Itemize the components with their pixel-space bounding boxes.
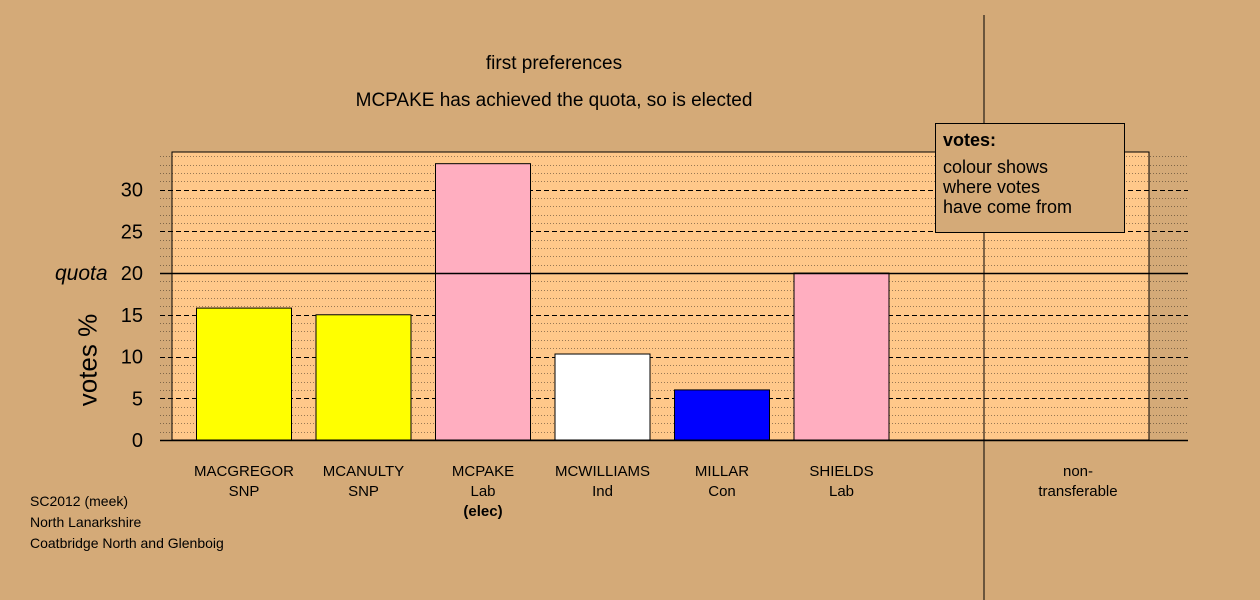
legend-title: votes: — [943, 130, 997, 150]
elected-note-label: (elec) — [463, 503, 502, 520]
candidate-name-label: MACGREGOR — [194, 463, 294, 480]
footer: SC2012 (meek) North Lanarkshire Coatbrid… — [30, 491, 224, 554]
y-tick-label: 10 — [121, 347, 143, 369]
y-axis-label: votes % — [72, 313, 103, 407]
bar-mcanulty — [315, 314, 412, 441]
y-tick-label: 15 — [121, 305, 143, 327]
legend-text: colour shows where votes have come from — [943, 157, 1073, 217]
nontransferable-label: non- — [1063, 463, 1093, 480]
candidate-party-label: Lab — [829, 483, 854, 500]
bar-macgregor — [196, 307, 292, 441]
candidate-name-label: MCPAKE — [452, 463, 514, 480]
y-tick-label: 25 — [121, 221, 143, 243]
candidate-party-label: Ind — [592, 483, 613, 500]
bar-mcwilliams — [554, 353, 651, 441]
y-tick-label: 30 — [121, 180, 143, 202]
quota-label: quota — [55, 262, 108, 285]
candidate-party-label: SNP — [348, 483, 379, 500]
y-tick-label: 5 — [132, 388, 143, 410]
chart-subtitle: MCPAKE has achieved the quota, so is ele… — [355, 90, 753, 111]
candidate-party-label: SNP — [229, 483, 260, 500]
footer-line: North Lanarkshire — [30, 514, 142, 530]
legend: votes: colour shows where votes have com… — [935, 123, 1125, 233]
candidate-name-label: MCWILLIAMS — [555, 463, 650, 480]
candidate-party-label: Con — [708, 483, 736, 500]
bar-shields — [793, 272, 890, 441]
bar-millar — [674, 389, 770, 441]
y-tick-label: 0 — [132, 430, 143, 452]
bar-mcpake — [435, 163, 531, 441]
candidate-party-label: Lab — [470, 483, 495, 500]
footer-line: Coatbridge North and Glenboig — [30, 535, 224, 551]
candidate-name-label: MCANULTY — [323, 463, 404, 480]
nontransferable-label: transferable — [1038, 483, 1117, 500]
chart-title: first preferences — [485, 53, 623, 74]
candidate-name-label: SHIELDS — [809, 463, 873, 480]
footer-line: SC2012 (meek) — [30, 493, 129, 509]
candidate-name-label: MILLAR — [695, 463, 749, 480]
y-tick-label: 20 — [121, 263, 143, 285]
